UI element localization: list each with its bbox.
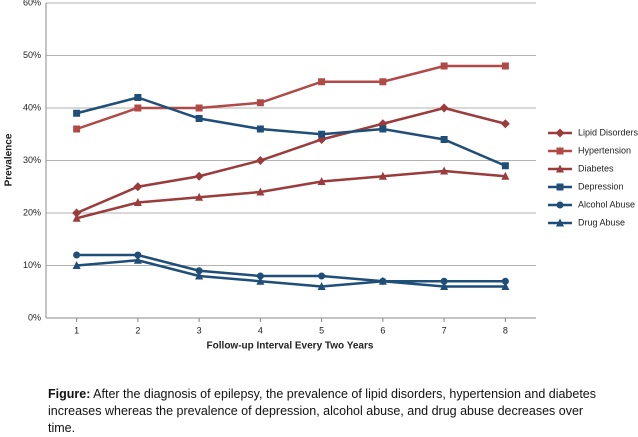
marker	[194, 171, 204, 181]
marker	[73, 125, 81, 133]
marker	[501, 171, 510, 180]
marker	[195, 192, 204, 201]
marker	[256, 99, 264, 107]
legend-label: Alcohol Abuse	[578, 199, 635, 209]
legend-marker	[555, 128, 565, 138]
legend-marker	[556, 201, 564, 209]
marker	[72, 261, 81, 269]
legend-label: Depression	[578, 181, 624, 191]
marker	[378, 171, 387, 180]
x-tick-label: 4	[258, 325, 263, 335]
marker	[256, 272, 264, 280]
marker	[133, 198, 142, 206]
marker	[133, 255, 142, 264]
marker	[440, 166, 449, 175]
marker	[73, 109, 81, 117]
marker	[501, 282, 510, 290]
marker	[318, 78, 326, 86]
marker	[72, 208, 82, 218]
y-tick-label: 40%	[23, 102, 41, 112]
y-tick-label: 0%	[28, 312, 41, 322]
y-tick-label: 10%	[23, 260, 41, 270]
y-tick-label: 30%	[23, 155, 41, 165]
legend-marker	[556, 183, 564, 191]
marker	[439, 103, 449, 113]
y-axis-label: Prevalence	[4, 133, 15, 186]
x-tick-label: 6	[380, 325, 385, 335]
x-tick-label: 2	[135, 325, 140, 335]
marker	[440, 282, 449, 290]
marker	[134, 251, 142, 259]
series-line	[76, 258, 506, 288]
marker	[256, 276, 265, 285]
marker	[317, 282, 326, 290]
series-line	[76, 64, 506, 131]
x-axis-label: Follow-up Interval Every Two Years	[207, 341, 374, 352]
marker	[501, 277, 509, 285]
marker	[440, 277, 448, 285]
legend-marker	[556, 147, 564, 155]
marker	[378, 276, 387, 285]
marker	[255, 156, 265, 165]
x-tick-label: 7	[442, 325, 447, 335]
marker	[440, 62, 448, 70]
marker	[318, 130, 326, 138]
x-tick-label: 5	[319, 325, 324, 335]
series-line	[76, 253, 506, 283]
legend-label: Drug Abuse	[578, 217, 625, 227]
marker	[72, 213, 81, 222]
marker	[501, 62, 509, 70]
caption: Figure: After the diagnosis of epilepsy,…	[48, 386, 608, 437]
y-tick-label: 50%	[23, 50, 41, 60]
legend-marker	[556, 164, 564, 173]
x-tick-label: 3	[197, 325, 202, 335]
x-tick-label: 1	[74, 325, 79, 335]
series-line	[76, 96, 506, 167]
caption-text: After the diagnosis of epilepsy, the pre…	[48, 387, 597, 435]
y-tick-label: 60%	[23, 0, 41, 7]
marker	[133, 182, 143, 192]
marker	[134, 104, 142, 112]
marker	[195, 267, 203, 275]
marker	[379, 125, 387, 133]
marker	[379, 78, 387, 86]
marker	[440, 136, 448, 143]
marker	[195, 271, 204, 280]
caption-label: Figure:	[48, 387, 91, 401]
series-line	[76, 106, 506, 215]
series-line	[76, 169, 506, 220]
y-tick-label: 20%	[23, 207, 41, 217]
marker	[256, 187, 265, 196]
chart: Follow-up Interval Every Two Years Preva…	[4, 0, 638, 352]
legend-label: Lipid Disorders	[578, 127, 638, 137]
marker	[501, 162, 509, 170]
x-tick-label: 8	[503, 325, 508, 335]
marker	[134, 94, 142, 101]
legend-label: Diabetes	[578, 163, 614, 173]
legend-marker	[556, 218, 564, 227]
marker	[195, 115, 203, 122]
marker	[318, 272, 326, 280]
marker	[73, 251, 81, 259]
marker	[256, 125, 264, 133]
marker	[500, 119, 510, 129]
marker	[317, 177, 326, 185]
legend-label: Hypertension	[578, 145, 631, 155]
marker	[195, 104, 203, 112]
